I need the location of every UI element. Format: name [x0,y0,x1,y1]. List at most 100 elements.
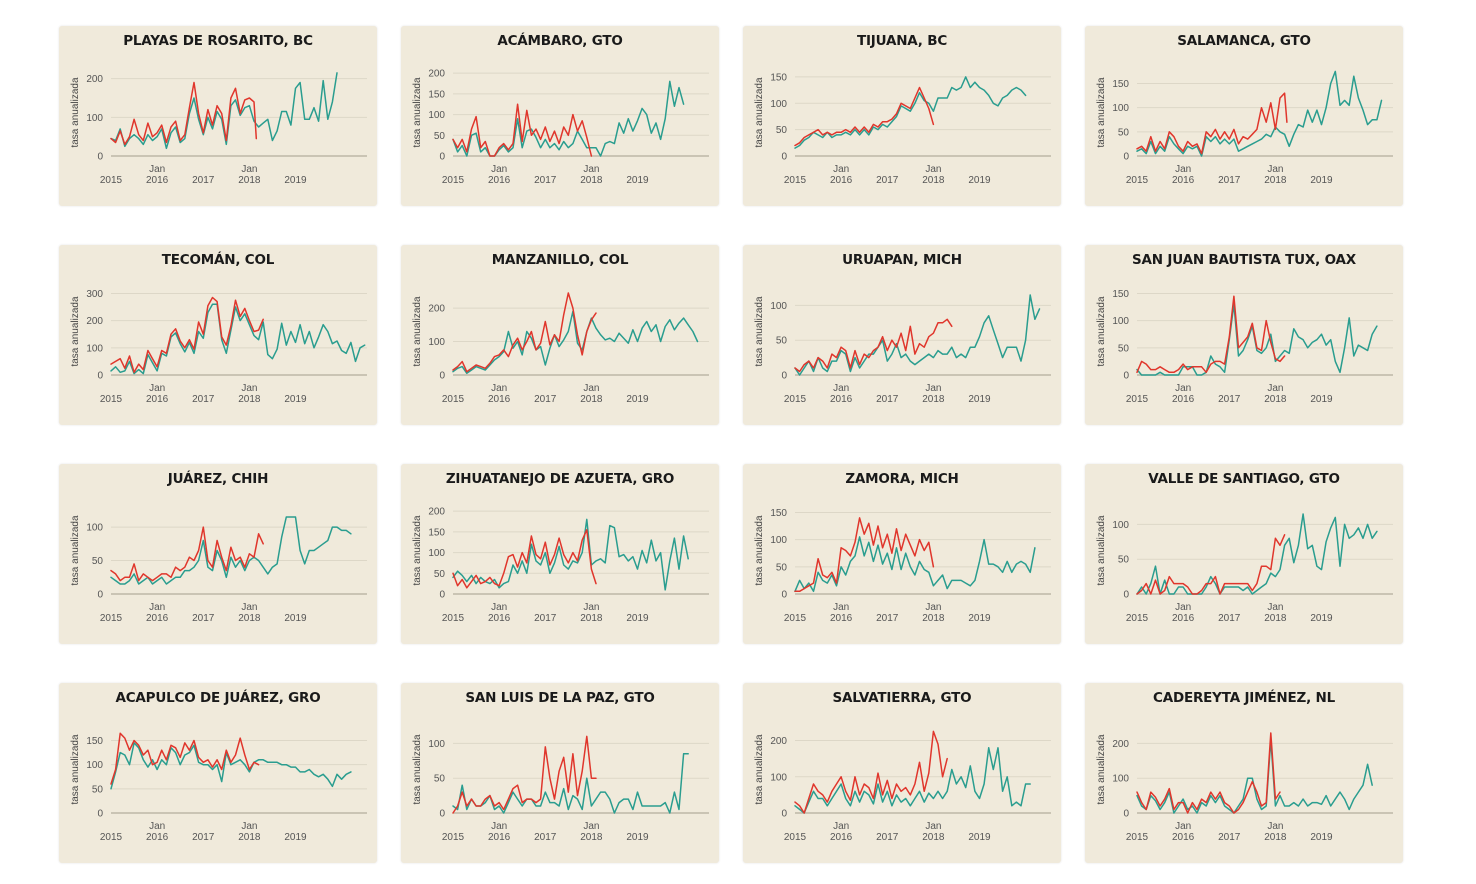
chart-panel: ZAMORA, MICH tasa anualizada 0 50 100 150 2015… [743,464,1061,644]
x-tick-label: Jan 2018 [238,164,261,186]
x-tick-label: 2015 [442,394,465,405]
series-line-teal [110,742,352,790]
y-tick-label: 50 [434,131,446,142]
y-tick-label: 100 [1112,520,1129,531]
y-axis-label: tasa anualizada [754,515,765,585]
y-tick-label: 150 [770,72,787,83]
x-tick-label: 2015 [784,832,807,843]
y-tick-label: 50 [776,125,788,136]
x-tick-label: 2017 [876,613,899,624]
series-line-red [794,318,953,373]
chart-panel: ACÁMBARO, GTO tasa anualizada 0 50 100 150 200… [401,26,719,206]
chart-panel: VALLE DE SANTIAGO, GTO tasa anualizada 0 50… [1085,464,1403,644]
y-tick-label: 0 [439,809,445,820]
x-tick-label: Jan 2018 [922,164,945,186]
chart-panel: CADEREYTA JIMÉNEZ, NL tasa anualizada 0 100… [1085,683,1403,863]
y-tick-label: 150 [770,508,787,519]
y-tick-label: 0 [781,809,787,820]
y-tick-label: 200 [428,304,445,315]
x-tick-label: 2015 [100,175,123,186]
x-tick-label: 2015 [442,613,465,624]
x-tick-label: Jan 2018 [580,383,603,405]
chart-title: MANZANILLO, COL [491,252,629,268]
y-tick-label: 50 [1118,343,1130,354]
line-chart: tasa anualizada 0 50 100 2015 Jan 2016 2017 Jan 2… [70,515,367,624]
x-tick-label: 2019 [968,175,991,186]
chart-title: TECOMÁN, COL [161,252,275,268]
x-tick-label: 2015 [784,175,807,186]
y-tick-label: 50 [92,784,104,795]
x-tick-label: 2017 [192,832,215,843]
series-line-teal [452,310,699,375]
x-tick-label: 2017 [876,175,899,186]
x-tick-label: Jan 2018 [238,383,261,405]
y-axis-label: tasa anualizada [70,734,81,804]
x-tick-label: Jan 2016 [830,602,853,624]
x-tick-label: 2019 [284,613,307,624]
y-tick-label: 200 [86,74,103,85]
y-axis-label: tasa anualizada [412,515,423,585]
x-tick-label: Jan 2016 [830,383,853,405]
y-tick-label: 50 [434,774,446,785]
x-tick-label: Jan 2018 [922,383,945,405]
y-axis-label: tasa anualizada [412,296,423,366]
y-tick-label: 50 [776,336,788,347]
y-tick-label: 50 [1118,127,1130,138]
line-chart: tasa anualizada 0 100 200 2015 Jan 2016 2017 Jan… [412,292,709,405]
chart-panel: JUÁREZ, CHIH tasa anualizada 0 50 100 2015 Jan… [59,464,377,644]
chart-panel: TECOMÁN, COL tasa anualizada 0 100 200 300 201… [59,245,377,425]
y-tick-label: 50 [92,556,104,567]
x-tick-label: 2019 [284,394,307,405]
series-line-teal [1136,70,1383,157]
x-tick-label: 2017 [876,832,899,843]
y-tick-label: 100 [428,110,445,121]
y-axis-label: tasa anualizada [754,734,765,804]
y-tick-label: 200 [428,507,445,518]
x-tick-label: 2017 [534,175,557,186]
chart-panel: SAN LUIS DE LA PAZ, GTO tasa anualizada 0 5… [401,683,719,863]
y-axis-label: tasa anualizada [1096,734,1107,804]
y-tick-label: 200 [1112,739,1129,750]
x-tick-label: 2017 [534,394,557,405]
y-tick-label: 100 [428,548,445,559]
x-tick-label: Jan 2016 [488,383,511,405]
y-axis-label: tasa anualizada [412,734,423,804]
x-tick-label: 2015 [1126,394,1149,405]
x-tick-label: 2019 [626,832,649,843]
x-tick-label: Jan 2016 [830,164,853,186]
y-axis-label: tasa anualizada [70,77,81,147]
y-tick-label: 0 [781,371,787,382]
x-tick-label: 2017 [876,394,899,405]
x-tick-label: Jan 2016 [1172,821,1195,843]
x-tick-label: Jan 2018 [580,821,603,843]
chart-panel: ACAPULCO DE JUÁREZ, GRO tasa anualizada 0 5… [59,683,377,863]
chart-title: SAN LUIS DE LA PAZ, GTO [465,690,655,706]
chart-panel: MANZANILLO, COL tasa anualizada 0 100 200 201… [401,245,719,425]
y-tick-label: 0 [439,371,445,382]
x-tick-label: 2019 [1310,394,1333,405]
y-tick-label: 100 [770,772,787,783]
series-line-teal [1136,513,1378,595]
y-tick-label: 0 [439,590,445,601]
y-tick-label: 100 [770,535,787,546]
x-tick-label: Jan 2018 [238,821,261,843]
x-tick-label: 2019 [968,832,991,843]
series-line-red [1136,732,1281,814]
x-tick-label: 2015 [442,175,465,186]
chart-title: URUAPAN, MICH [842,252,962,268]
y-axis-label: tasa anualizada [1096,515,1107,585]
x-tick-label: 2019 [284,175,307,186]
x-tick-label: 2015 [100,832,123,843]
x-tick-label: Jan 2018 [1264,383,1287,405]
y-tick-label: 0 [1123,809,1129,820]
chart-panel: URUAPAN, MICH tasa anualizada 0 50 100 2015 Ja… [743,245,1061,425]
chart-panel: ZIHUATANEJO DE AZUETA, GRO tasa anualizad… [401,464,719,644]
x-tick-label: Jan 2016 [830,821,853,843]
x-tick-label: 2015 [100,394,123,405]
x-tick-label: 2017 [1218,394,1241,405]
x-tick-label: Jan 2018 [1264,164,1287,186]
chart-panel: PLAYAS DE ROSARITO, BC tasa anualizada 0 10… [59,26,377,206]
x-tick-label: Jan 2016 [146,821,169,843]
y-tick-label: 150 [428,89,445,100]
line-chart: tasa anualizada 0 50 100 150 2015 Jan 2016 2017 J… [754,72,1051,186]
